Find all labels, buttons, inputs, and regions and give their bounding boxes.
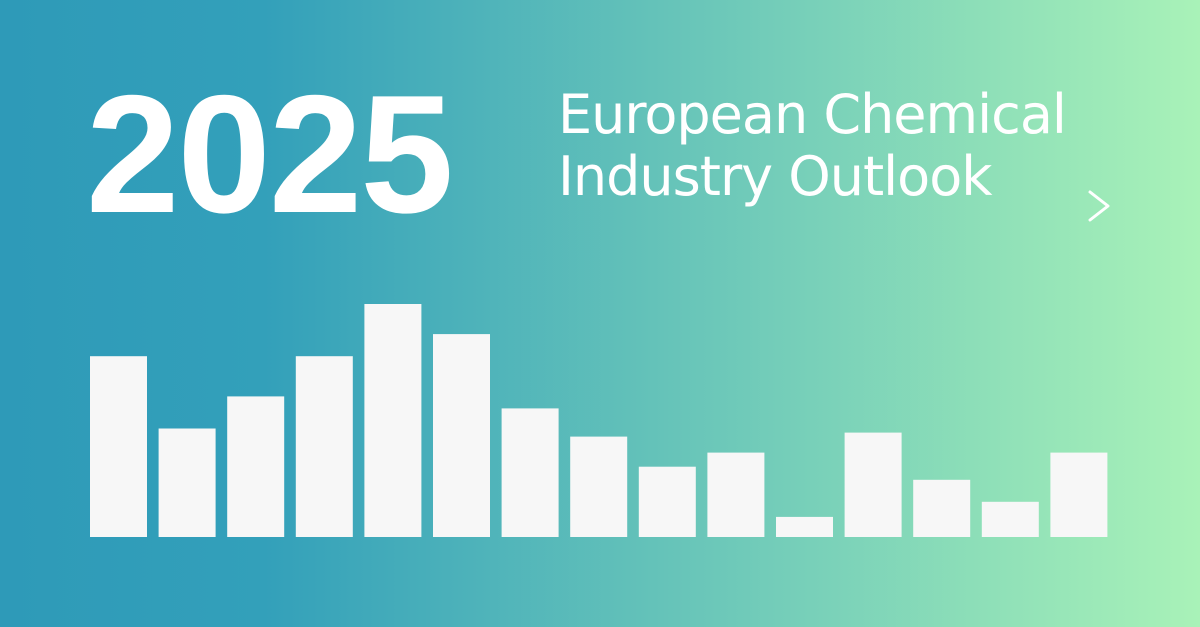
bar-13 [913, 479, 971, 537]
bar-3 [227, 396, 285, 537]
bar-11 [776, 516, 833, 537]
bar-4 [295, 356, 353, 537]
report-title-line-1: European Chemical [558, 83, 1067, 146]
bar-10 [707, 452, 765, 537]
bar-2 [158, 428, 216, 537]
bar-6 [433, 334, 490, 537]
bar-15 [1050, 452, 1108, 537]
bar-14 [981, 501, 1039, 537]
bar-1 [90, 356, 147, 537]
chevron-right-icon[interactable] [1082, 186, 1118, 226]
year-heading: 2025 [86, 60, 454, 248]
report-title: European Chemical Industry Outlook [558, 84, 1138, 208]
bar-5 [364, 304, 422, 537]
bar-7 [501, 408, 559, 537]
report-title-line-2: Industry Outlook [558, 145, 993, 208]
bar-9 [638, 466, 696, 537]
bar-series [90, 304, 1108, 537]
bar-8 [570, 436, 628, 537]
bar-12 [844, 432, 902, 537]
